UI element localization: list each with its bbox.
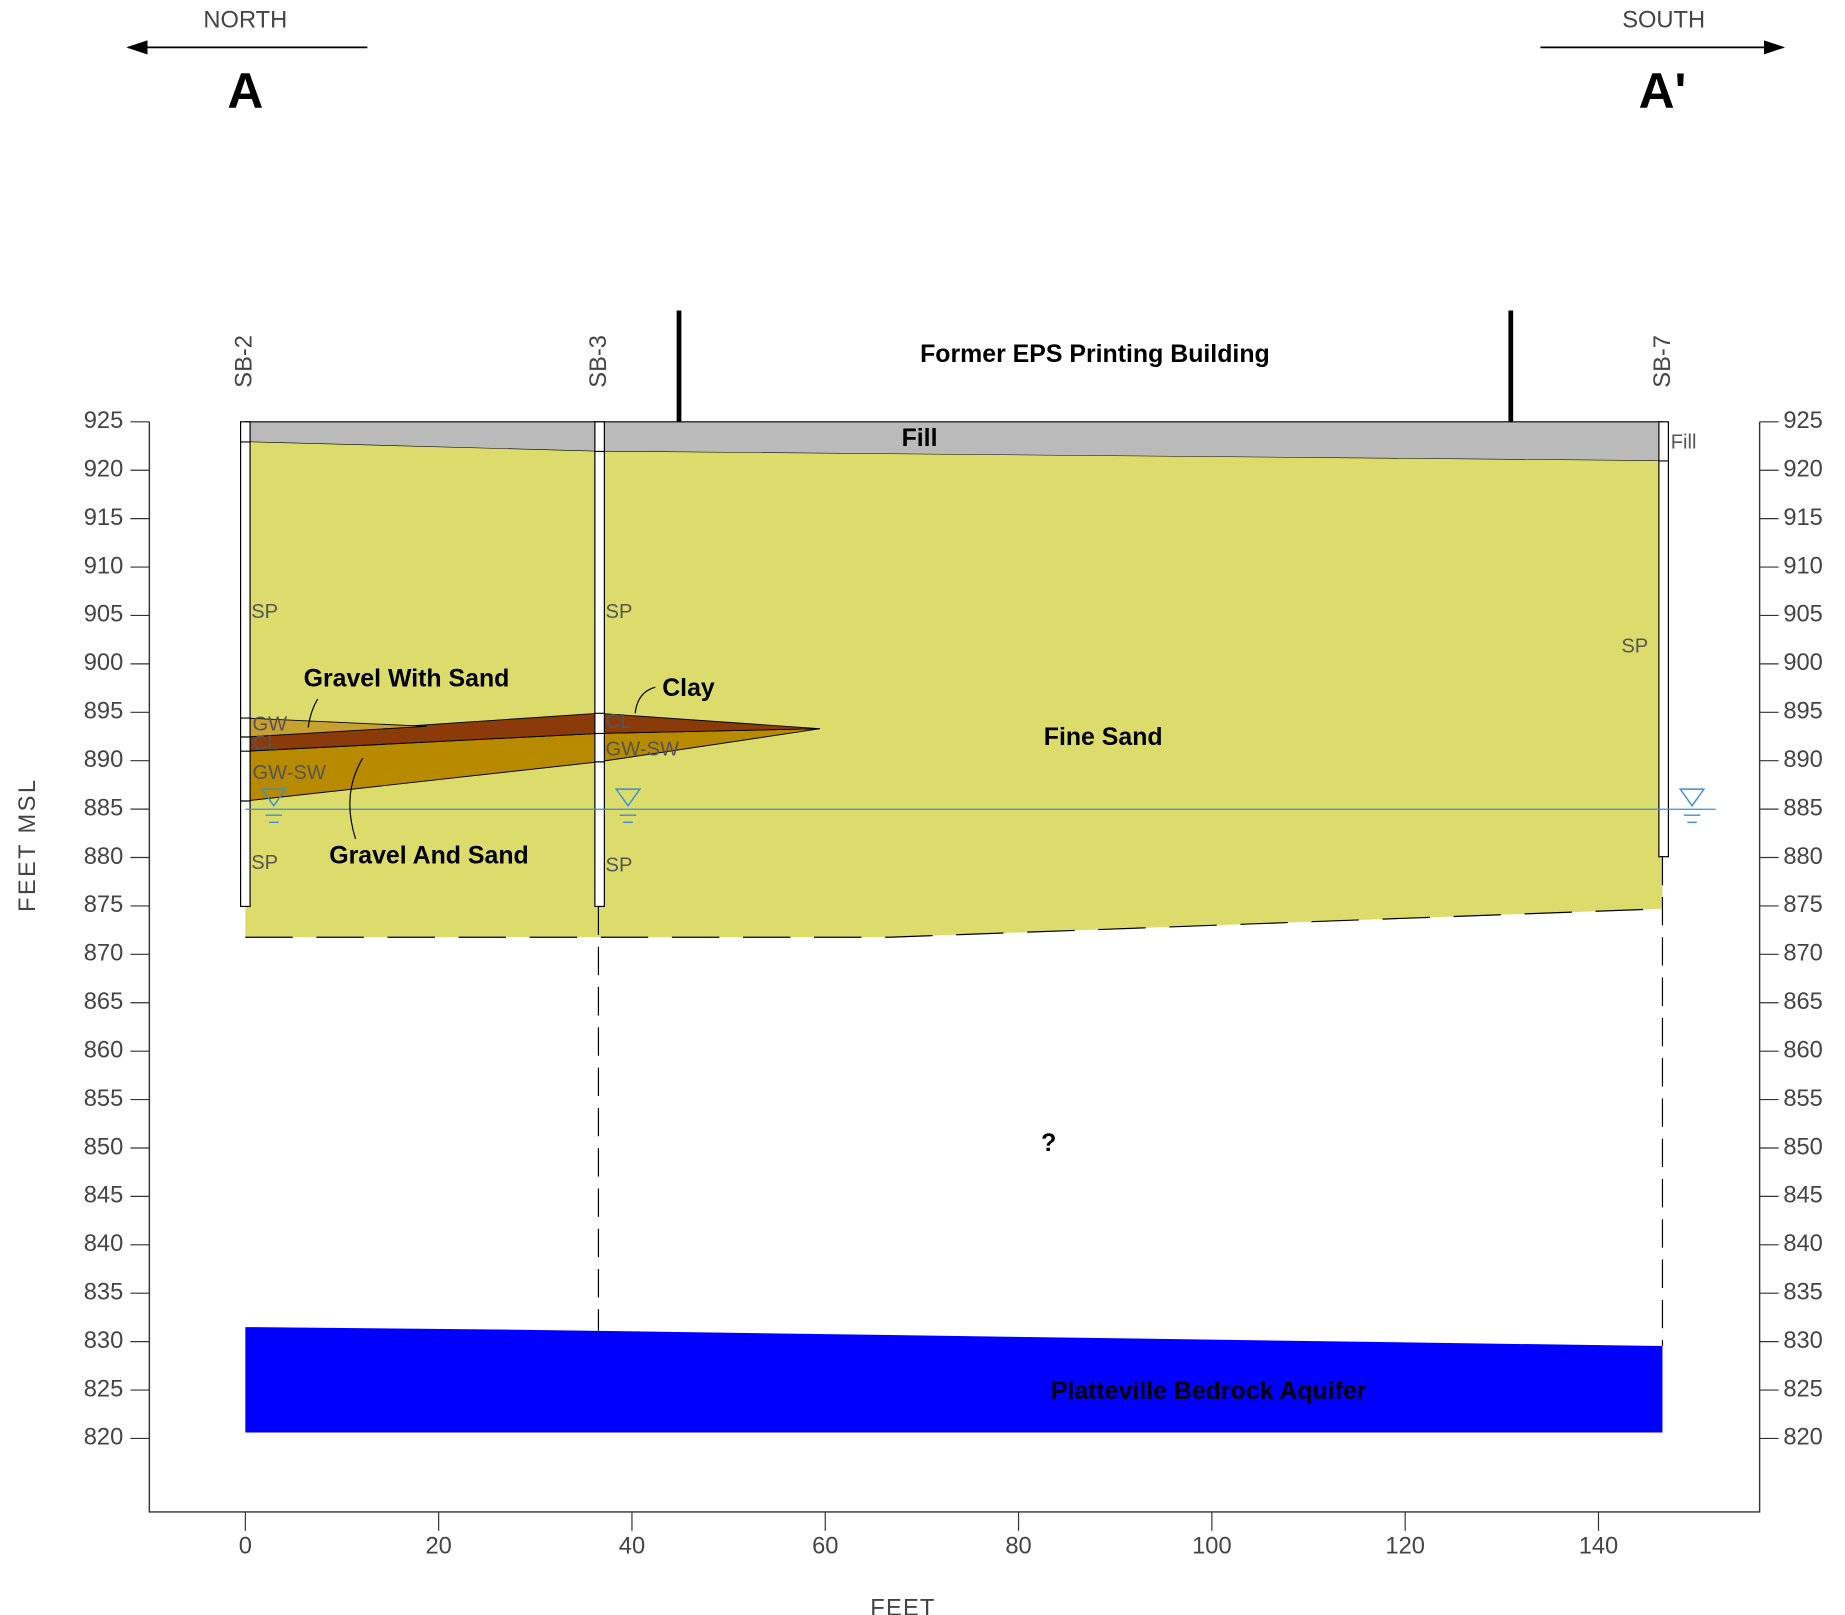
y-tick-label: 905 [1783,602,1823,628]
x-tick-label: 120 [1385,1534,1425,1560]
y-tick-label: 855 [84,1086,124,1112]
unit-label: CL [252,732,278,754]
y-tick-label: 870 [1783,941,1823,967]
unit-label: GW-SW [252,762,325,784]
y-tick-label: 895 [1783,699,1823,725]
unit-label: GW-SW [606,738,679,760]
unit-label: SP [1621,635,1648,657]
y-tick-label: 825 [1783,1376,1823,1402]
y-tick-label: 855 [1783,1086,1823,1112]
x-tick-label: 20 [425,1534,451,1560]
y-tick-label: 875 [1783,892,1823,918]
y-tick-label: 910 [84,553,124,579]
y-tick-label: 905 [84,602,124,628]
y-tick-label: 865 [1783,989,1823,1015]
direction: SOUTH [1622,8,1705,34]
unit-label: Fill [1671,431,1697,453]
layer-label: Gravel And Sand [329,841,529,869]
y-axis-label: FEET MSL [15,778,41,912]
y-tick-label: 820 [1783,1425,1823,1451]
bedrock-layer [245,1327,1663,1433]
unit-label: SP [606,601,633,623]
borehole-name: SB-3 [586,335,612,388]
x-tick-label: 60 [812,1534,838,1560]
y-tick-label: 835 [1783,1279,1823,1305]
leader [634,686,656,714]
water-symbols [260,788,1706,824]
borehole-name: SB-7 [1650,335,1676,388]
unit-label: CL [606,711,632,733]
y-tick-label: 825 [84,1376,124,1402]
y-tick-label: 895 [84,699,124,725]
borehole-name: SB-2 [232,335,258,388]
borehole [594,421,605,908]
y-tick-label: 885 [84,795,124,821]
y-tick-label: 875 [84,892,124,918]
y-tick-label: 920 [84,456,124,482]
building-label: Former EPS Printing Building [920,340,1270,368]
borehole [1658,421,1669,858]
x-tick-label: 100 [1192,1534,1232,1560]
y-tick-label: 845 [1783,1183,1823,1209]
layer-label: Fill [902,424,938,452]
y-tick-label: 900 [84,650,124,676]
layer-label: ? [1041,1129,1056,1157]
contact-inferred [245,908,1663,938]
leader [349,758,364,840]
borehole-contacts [240,441,1669,802]
water-symbol [260,788,288,824]
y-tick-label: 915 [84,505,124,531]
unit-label: SP [606,854,633,876]
y-tick-label: 900 [1783,650,1823,676]
y-tick-label: 850 [84,1134,124,1160]
y-tick-label: 925 [1783,408,1823,434]
x-tick-label: 80 [1005,1534,1031,1560]
y-tick-label: 915 [1783,505,1823,531]
unit-label: SP [251,601,278,623]
y-tick-label: 925 [84,408,124,434]
unit-label: SP [251,852,278,874]
x-tick-label: 140 [1579,1534,1619,1560]
x-axis-label: FEET [870,1595,935,1615]
layer-label: Gravel With Sand [304,665,510,693]
y-tick-label: 860 [1783,1037,1823,1063]
leaders [307,686,656,840]
layer-label: Fine Sand [1044,723,1163,751]
section-label: A' [1639,63,1687,119]
y-tick-label: 880 [1783,844,1823,870]
layer-label: Platteville Bedrock Aquifer [1051,1377,1367,1405]
y-tick-label: 890 [1783,747,1823,773]
y-tick-label: 865 [84,989,124,1015]
boreholes [240,421,1669,908]
y-tick-label: 920 [1783,456,1823,482]
x-tick-label: 40 [619,1534,645,1560]
y-tick-label: 830 [1783,1328,1823,1354]
y-tick-label: 860 [84,1037,124,1063]
y-tick-label: 830 [84,1328,124,1354]
x-tick-label: 0 [239,1534,252,1560]
y-tick-label: 870 [84,941,124,967]
water-symbol [1678,788,1706,824]
y-tick-label: 820 [84,1425,124,1451]
y-tick-label: 890 [84,747,124,773]
water-symbol [614,788,642,824]
y-tick-label: 845 [84,1183,124,1209]
y-tick-label: 885 [1783,795,1823,821]
y-tick-label: 840 [1783,1231,1823,1257]
unit-label: GW [252,713,287,735]
y-tick-label: 850 [1783,1134,1823,1160]
leader [307,698,319,728]
frame [148,421,1761,1513]
direction: NORTH [203,8,287,34]
section-label: A [227,63,263,119]
y-tick-label: 835 [84,1279,124,1305]
y-tick-label: 840 [84,1231,124,1257]
layer-label: Clay [662,674,715,702]
y-tick-label: 910 [1783,553,1823,579]
borehole [240,421,251,908]
y-tick-label: 880 [84,844,124,870]
